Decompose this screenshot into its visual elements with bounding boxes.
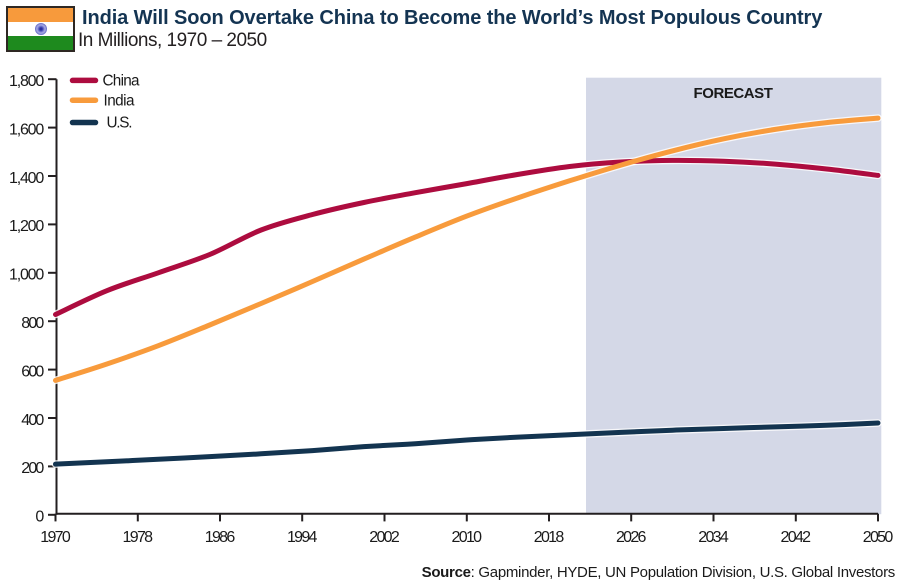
svg-text:India: India <box>104 92 135 109</box>
svg-text:FORECAST: FORECAST <box>694 85 773 102</box>
svg-text:0: 0 <box>35 509 44 526</box>
svg-text:1,600: 1,600 <box>9 121 44 138</box>
svg-text:1,000: 1,000 <box>9 267 44 284</box>
svg-text:2018: 2018 <box>534 529 565 546</box>
svg-text:1,800: 1,800 <box>9 73 44 90</box>
svg-text:2010: 2010 <box>452 529 483 546</box>
svg-text:800: 800 <box>21 315 44 332</box>
svg-text:2026: 2026 <box>616 529 647 546</box>
svg-text:2034: 2034 <box>698 529 729 546</box>
svg-text:China: China <box>103 73 140 90</box>
svg-text:1978: 1978 <box>123 529 154 546</box>
svg-text:1970: 1970 <box>40 529 71 546</box>
svg-text:1986: 1986 <box>205 529 236 546</box>
svg-text:U.S.: U.S. <box>107 115 133 132</box>
svg-text:2050: 2050 <box>863 529 894 546</box>
svg-text:2002: 2002 <box>369 529 400 546</box>
svg-text:600: 600 <box>21 363 44 380</box>
svg-text:1,400: 1,400 <box>9 170 44 187</box>
svg-text:1994: 1994 <box>287 529 318 546</box>
svg-text:400: 400 <box>21 412 44 429</box>
svg-text:2042: 2042 <box>781 529 812 546</box>
svg-text:1,200: 1,200 <box>9 218 44 235</box>
svg-text:200: 200 <box>21 460 44 477</box>
